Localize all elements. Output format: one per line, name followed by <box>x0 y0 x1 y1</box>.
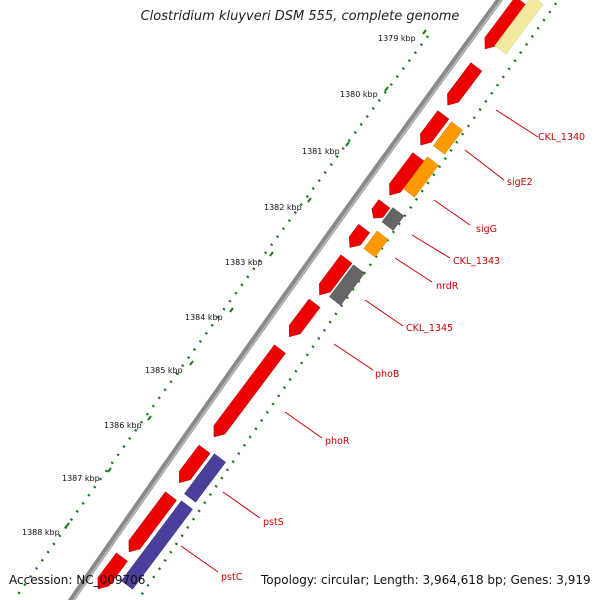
tick-mark <box>65 522 70 528</box>
genome-backbone <box>67 0 504 600</box>
gene-arrow-phob-2 <box>288 298 321 338</box>
gene-label: sigG <box>476 224 497 235</box>
gene-bar-orange-3 <box>363 230 389 258</box>
gene-bar-yellow <box>494 0 544 55</box>
gene-label: pstC <box>221 572 243 583</box>
gene-bar-purple-2 <box>121 500 193 590</box>
tick-mark <box>147 415 152 421</box>
genome-summary-text: Topology: circular; Length: 3,964,618 bp… <box>261 573 591 587</box>
gene-leader-line <box>284 411 323 439</box>
tick-label: 1382 kbp <box>264 203 302 212</box>
gene-arrow-phob <box>319 254 353 296</box>
gene-label: CKL_1343 <box>453 256 500 267</box>
gene-label: CKL_1340 <box>538 132 585 143</box>
gene-arrow-ckl1345 <box>348 223 371 248</box>
gene-arrow-nrdr <box>371 199 391 219</box>
tick-mark <box>269 251 274 257</box>
gene-label: pstS <box>263 517 284 528</box>
gene-arrow-phor <box>213 344 286 438</box>
tick-mark <box>229 307 234 313</box>
gene-arrow-sige2 <box>447 62 483 106</box>
gene-arrow-pstc-2 <box>97 552 128 590</box>
tick-mark <box>345 141 350 147</box>
tick-mark <box>189 360 194 366</box>
tick-label: 1385 kbp <box>145 366 183 375</box>
gene-label: nrdR <box>436 281 459 292</box>
gene-leader-line <box>364 299 404 327</box>
tick-label: 1387 kbp <box>62 474 100 483</box>
gene-leader-line <box>180 545 219 573</box>
tick-label: 1386 kbp <box>104 421 142 430</box>
gene-arrow-pstc <box>128 491 177 553</box>
accession-text: Accession: NC_009706 <box>9 573 146 587</box>
gene-arrow-psts <box>178 444 211 484</box>
gene-bar-gray-2 <box>329 264 365 306</box>
tick-track-inner <box>136 0 560 600</box>
gene-leader-line <box>394 257 433 283</box>
genome-backbone-highlight <box>72 0 503 600</box>
gene-label: phoR <box>325 436 350 447</box>
tick-label: 1384 kbp <box>185 313 223 322</box>
gene-leader-line <box>222 491 261 519</box>
map-title: Clostridium kluyveri DSM 555, complete g… <box>140 9 460 24</box>
tick-label: 1380 kbp <box>340 90 378 99</box>
gene-bar-orange-1 <box>433 121 463 155</box>
gene-bar-gray-1 <box>381 207 405 231</box>
gene-bar-purple-1 <box>184 453 226 503</box>
tick-mark <box>107 467 112 473</box>
gene-label: sigE2 <box>507 177 533 188</box>
tick-mark <box>422 29 427 35</box>
tick-label: 1379 kbp <box>378 34 416 43</box>
gene-leader-line <box>464 149 505 181</box>
gene-leader-line <box>433 199 471 226</box>
gene-arrow-sigg <box>420 110 450 146</box>
tick-mark <box>384 86 389 92</box>
tick-mark <box>307 197 312 203</box>
gene-leader-line <box>333 343 374 371</box>
tick-label: 1388 kbp <box>22 528 60 537</box>
tick-label: 1381 kbp <box>302 147 340 156</box>
gene-bar-orange-2 <box>403 156 439 198</box>
gene-leader-line <box>495 109 539 138</box>
gene-label: CKL_1345 <box>406 323 453 334</box>
tick-label: 1383 kbp <box>225 258 263 267</box>
gene-leader-line <box>411 234 451 259</box>
gene-label: phoB <box>375 369 399 380</box>
